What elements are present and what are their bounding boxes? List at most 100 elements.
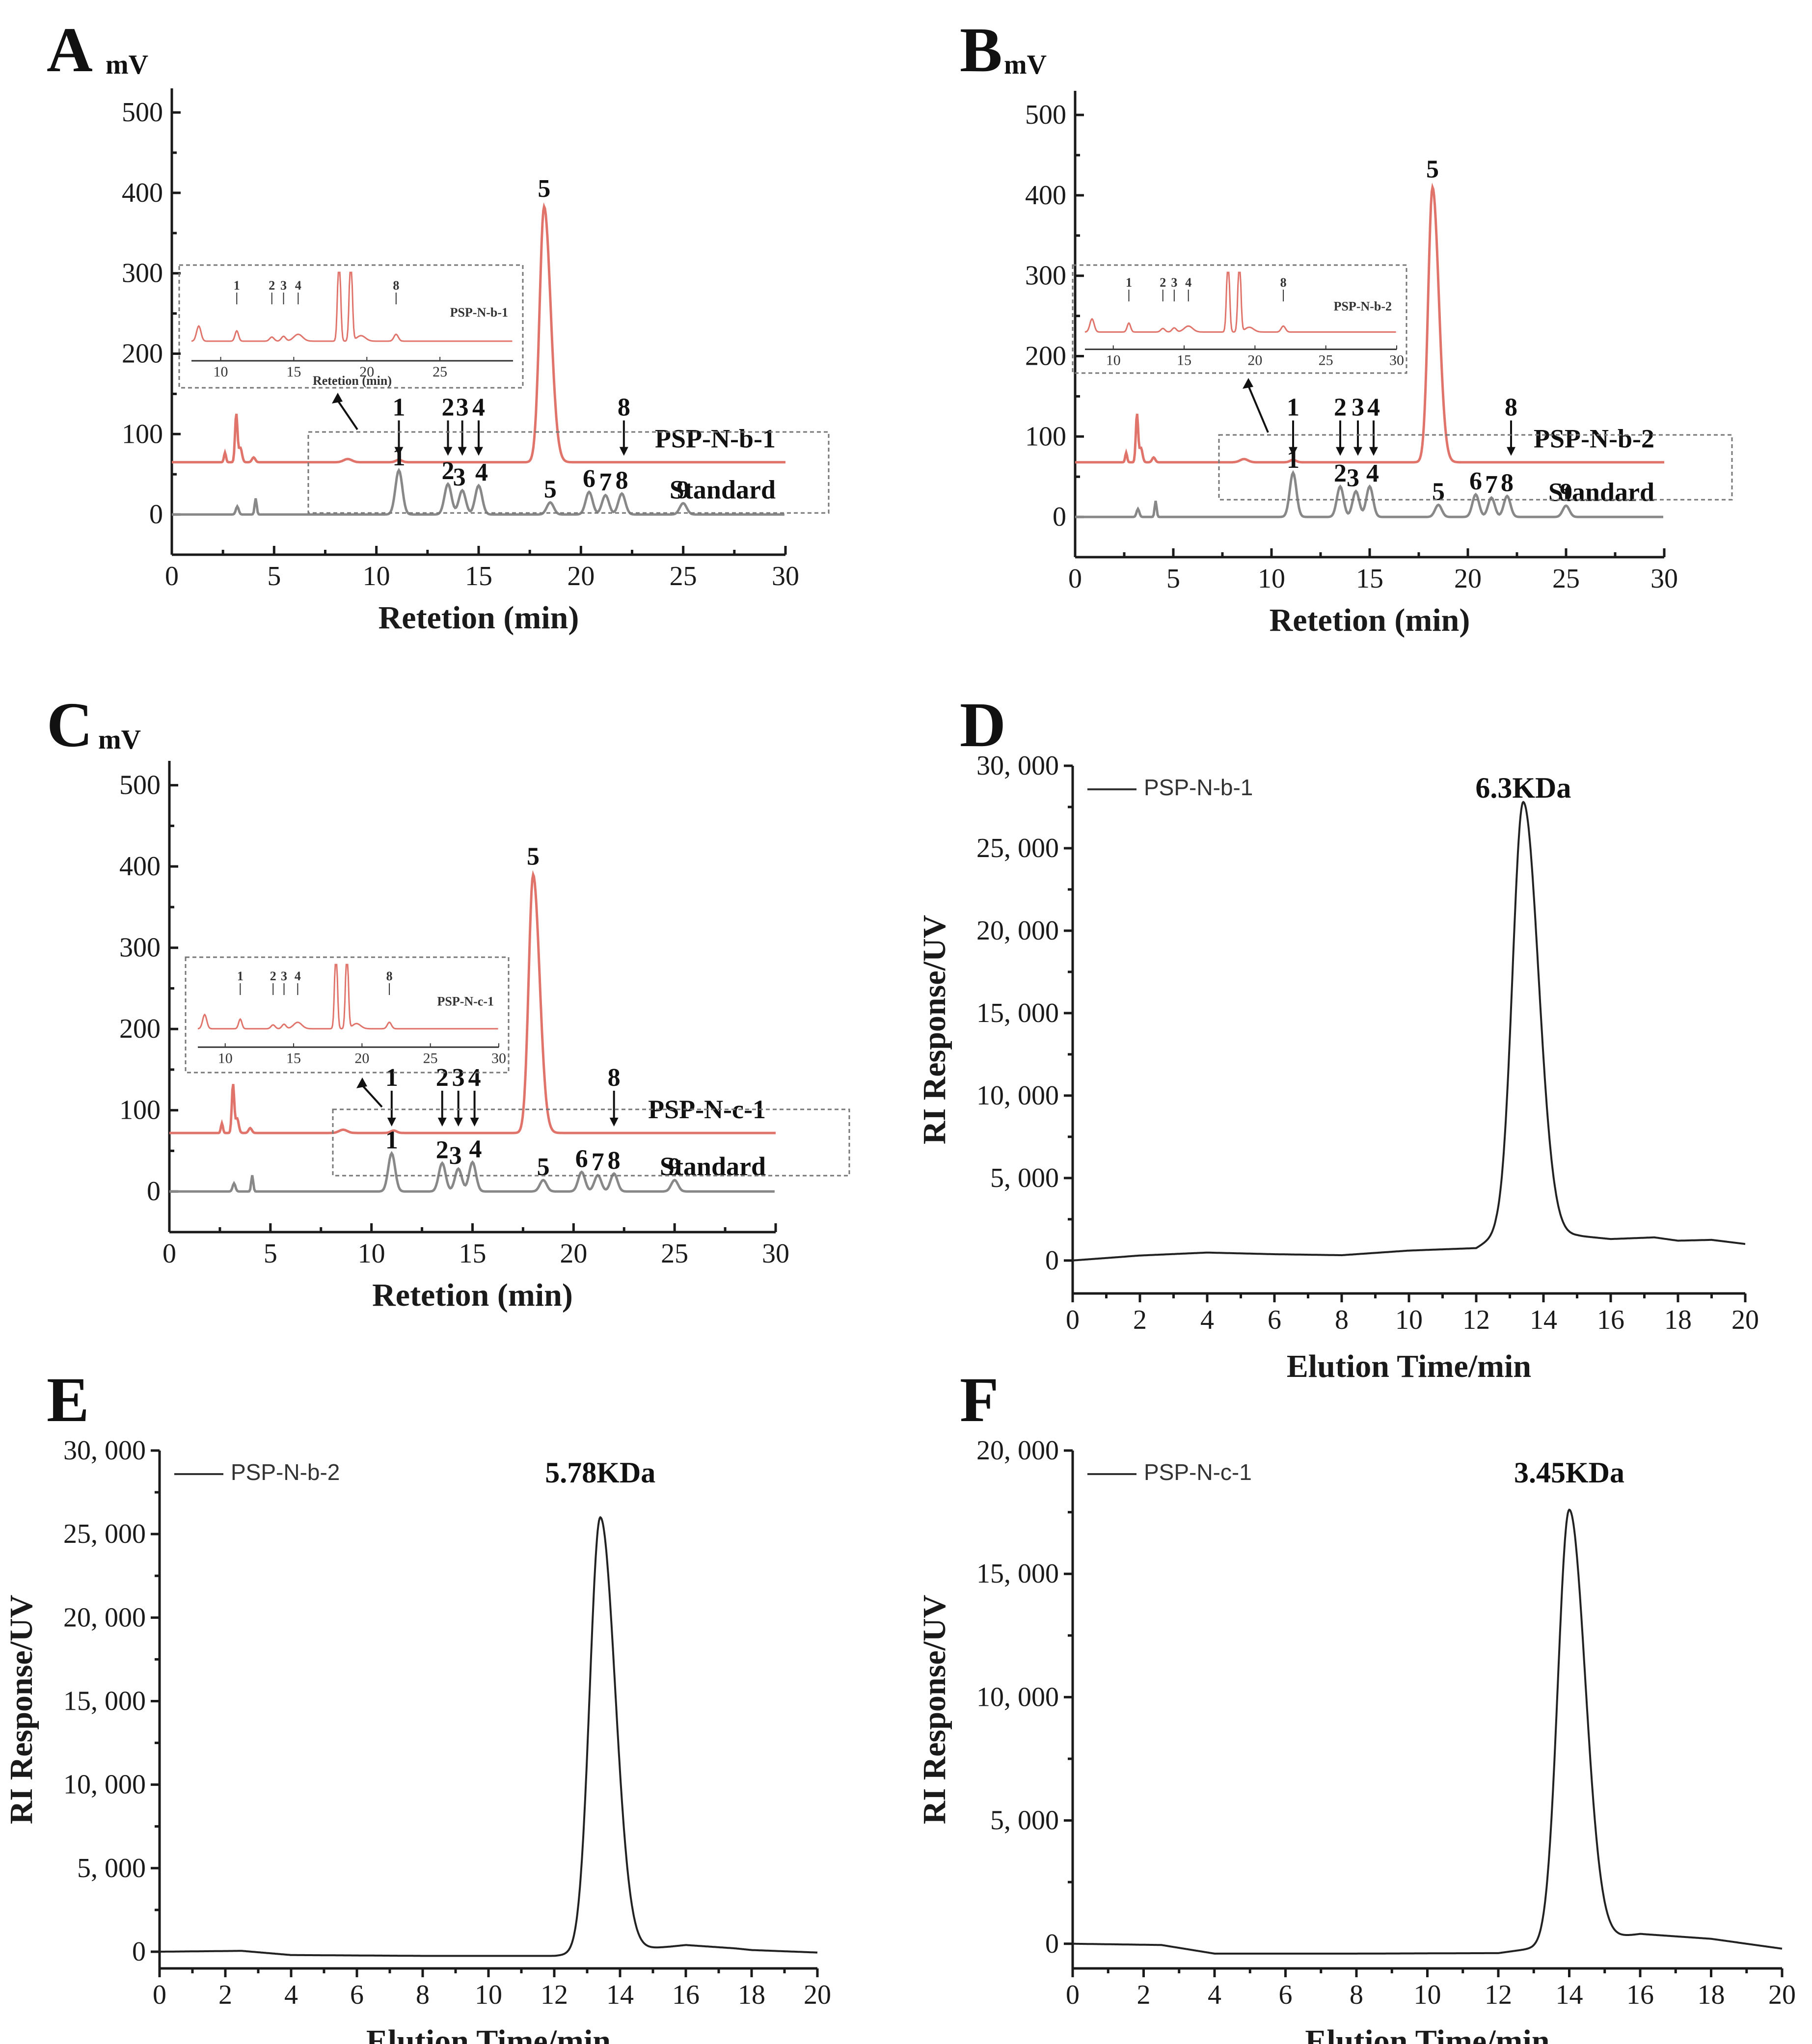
inset-peak-label: 4 bbox=[295, 969, 301, 983]
inset-peak-label: 8 bbox=[1280, 275, 1287, 290]
panel-d: D 0 2 4 6 8 10 12 14 16 18 20 0 5, 000 10, 000 15, 000… bbox=[917, 690, 1759, 1384]
sample-peak-arrowhead bbox=[609, 1117, 619, 1127]
zoom-connector-arrowhead bbox=[332, 393, 343, 403]
inset-x-tick-label: 15 bbox=[1177, 352, 1191, 369]
sample-peak-arrowhead bbox=[470, 1117, 479, 1127]
zoom-connector-arrow bbox=[1247, 385, 1269, 433]
inset-x-tick-label: 20 bbox=[359, 364, 374, 380]
y-tick-label: 10, 000 bbox=[63, 1770, 146, 1800]
inset-x-label: Retetion (min) bbox=[313, 374, 392, 388]
sample-peak-arrowhead bbox=[454, 1117, 463, 1127]
x-tick-label: 8 bbox=[416, 1980, 430, 2010]
x-tick-label: 10 bbox=[1414, 1980, 1441, 2010]
sample-peak-arrowhead bbox=[458, 447, 467, 456]
sample-trace bbox=[169, 870, 776, 1134]
molecular-weight-annotation: 3.45KDa bbox=[1514, 1456, 1624, 1489]
standard-peak-label: 2 bbox=[442, 457, 455, 485]
zoom-region-box bbox=[332, 1108, 850, 1177]
x-tick-label: 2 bbox=[218, 1980, 232, 2010]
inset-peak-label: 3 bbox=[281, 969, 287, 983]
panel-a-letter: A bbox=[47, 15, 93, 85]
inset-x-tick-label: 20 bbox=[354, 1050, 369, 1066]
x-tick-label: 16 bbox=[1597, 1305, 1624, 1335]
inset-sample-label: PSP-N-c-1 bbox=[437, 995, 494, 1009]
panel-e: E 0 2 4 6 8 10 12 14 16 18 20 0 5, 000 10, 000 15, 000… bbox=[3, 1365, 831, 2044]
panel-e-letter: E bbox=[47, 1365, 89, 1435]
y-tick-label: 30, 000 bbox=[63, 1435, 146, 1466]
standard-peak-label: 3 bbox=[1347, 464, 1359, 492]
standard-peak-label: 6 bbox=[1469, 467, 1482, 495]
legend-label: PSP-N-b-2 bbox=[231, 1459, 340, 1485]
inset-peak-label: 2 bbox=[269, 278, 275, 293]
y-axis-label: RI Response/UV bbox=[917, 915, 952, 1145]
molecular-weight-annotation: 5.78KDa bbox=[545, 1456, 655, 1489]
inset-peak-label: 3 bbox=[1171, 275, 1177, 290]
panel-b-letter: B bbox=[960, 15, 1002, 85]
standard-peak-label: 7 bbox=[599, 468, 612, 496]
y-tick-label: 100 bbox=[1025, 421, 1066, 452]
standard-peak-label: 8 bbox=[608, 1147, 621, 1175]
standard-peak-label: 4 bbox=[469, 1135, 482, 1163]
zoom-region-box bbox=[307, 431, 830, 514]
sample-peak-arrowhead bbox=[394, 447, 404, 456]
y-tick-label: 0 bbox=[1053, 502, 1066, 532]
inset-x-tick-label: 30 bbox=[491, 1050, 506, 1066]
y-tick-label: 20, 000 bbox=[976, 915, 1059, 946]
inset-peak-label: 2 bbox=[270, 969, 276, 983]
x-tick-label: 14 bbox=[1530, 1305, 1557, 1335]
sample-peak-arrowhead bbox=[1289, 447, 1298, 456]
sample-peak-arrowhead bbox=[1369, 447, 1378, 456]
sample-peak-label: 2 bbox=[436, 1064, 449, 1092]
x-tick-label: 20 bbox=[804, 1980, 831, 2010]
panel-d-letter: D bbox=[960, 690, 1006, 760]
x-tick-label: 20 bbox=[1768, 1980, 1796, 2010]
legend-label: PSP-N-b-1 bbox=[1144, 775, 1253, 800]
x-tick-label: 18 bbox=[1698, 1980, 1725, 2010]
x-tick-label: 18 bbox=[1664, 1305, 1692, 1335]
standard-peak-label: 3 bbox=[449, 1142, 462, 1170]
y-tick-label: 0 bbox=[1045, 1245, 1059, 1276]
x-tick-label: 20 bbox=[1731, 1305, 1759, 1335]
standard-peak-label: 2 bbox=[436, 1136, 449, 1164]
y-tick-label: 10, 000 bbox=[976, 1682, 1059, 1712]
y-tick-label: 400 bbox=[119, 851, 161, 882]
x-tick-label: 12 bbox=[541, 1980, 568, 2010]
sample-peak-label: 2 bbox=[1334, 394, 1347, 422]
y-tick-label: 200 bbox=[119, 1014, 161, 1044]
x-tick-label: 0 bbox=[165, 561, 179, 592]
panel-c: C mV0 5 10 15 20 25 300100200300400500Retetion… bbox=[47, 690, 850, 1313]
inset-peak-label: 3 bbox=[280, 278, 287, 293]
inset-frame bbox=[178, 264, 524, 389]
x-tick-label: 5 bbox=[264, 1238, 277, 1269]
inset-x-tick-label: 25 bbox=[423, 1050, 438, 1066]
inset-x-tick-label: 15 bbox=[286, 1050, 301, 1066]
standard-trace bbox=[1075, 470, 1663, 518]
x-tick-label: 20 bbox=[1454, 564, 1482, 594]
standard-peak-label: 5 bbox=[537, 1153, 550, 1181]
panel-c-letter: C bbox=[47, 690, 93, 760]
x-tick-label: 12 bbox=[1485, 1980, 1512, 2010]
sample-peak-arrowhead bbox=[1507, 447, 1515, 456]
sample-peak-label: 4 bbox=[1367, 394, 1380, 422]
panel-b: B mV0 5 10 15 20 25 300100200300400500Retetion… bbox=[960, 15, 1733, 638]
y-tick-label: 0 bbox=[147, 1176, 161, 1207]
inset-peak-label: 4 bbox=[1185, 275, 1191, 290]
inset-trace bbox=[191, 271, 513, 342]
x-tick-label: 30 bbox=[762, 1238, 789, 1269]
x-tick-label: 14 bbox=[606, 1980, 634, 2010]
x-tick-label: 16 bbox=[672, 1980, 700, 2010]
zoom-connector-arrow bbox=[361, 1084, 383, 1108]
y-tick-label: 300 bbox=[122, 258, 163, 289]
inset-sample-label: PSP-N-b-1 bbox=[450, 305, 508, 320]
standard-peak-label: 9 bbox=[1560, 479, 1572, 507]
standard-label: Standard bbox=[670, 475, 776, 504]
sample-peak-arrowhead bbox=[474, 447, 483, 456]
inset-frame bbox=[1072, 264, 1407, 374]
y-tick-label: 25, 000 bbox=[976, 833, 1059, 863]
inset-x-tick-label: 15 bbox=[286, 364, 301, 380]
standard-peak-label: 1 bbox=[385, 1126, 398, 1154]
x-tick-label: 10 bbox=[1258, 564, 1285, 594]
legend-label: PSP-N-c-1 bbox=[1144, 1459, 1252, 1485]
unit-label: mV bbox=[106, 50, 148, 80]
